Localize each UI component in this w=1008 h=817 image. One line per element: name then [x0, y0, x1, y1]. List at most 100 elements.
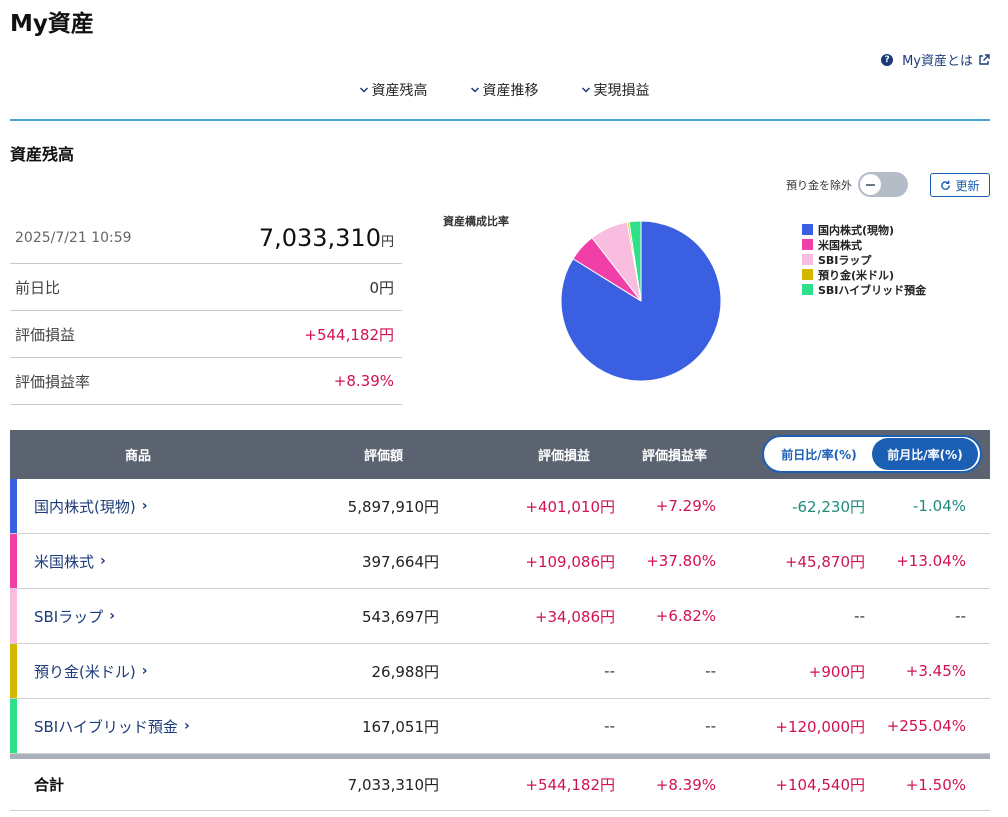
nav-item-label: 実現損益	[593, 83, 650, 99]
cell-pl: --	[604, 662, 615, 680]
product-name: 国内株式(現物)	[34, 497, 136, 516]
col-header-pl-rate: 評価損益率	[642, 449, 708, 464]
legend-label: 預り金(米ドル)	[818, 268, 895, 282]
summary-total: 7,033,310円	[259, 224, 394, 252]
summary-row-value: +8.39%	[333, 372, 394, 390]
total-pl-rate: +8.39%	[655, 775, 716, 794]
summary-row-label: 評価損益率	[15, 372, 91, 391]
legend-label: 米国株式	[818, 238, 862, 252]
total-separator	[10, 754, 990, 759]
cell-change: +900円	[808, 662, 865, 681]
cell-change-rate: --	[955, 607, 966, 625]
nav-item-balance[interactable]: 資産残高	[359, 80, 428, 100]
summary-panel: 2025/7/21 10:59 7,033,310円 前日比 0円 評価損益 +…	[10, 212, 402, 405]
legend-swatch	[802, 224, 813, 235]
table-header: 商品 評価額 評価損益 評価損益率 前日比/率(%) 前月比/率(%)	[10, 430, 990, 479]
summary-row-label: 評価損益	[15, 325, 76, 344]
cell-value: 397,664円	[361, 552, 439, 571]
period-option-day[interactable]: 前日比/率(%)	[766, 438, 872, 470]
cell-change: -62,230円	[792, 497, 865, 516]
chart-title: 資産構成比率	[443, 215, 509, 228]
cell-pl: +109,086円	[525, 552, 615, 571]
total-label: 合計	[34, 776, 65, 794]
cell-pl-rate: +7.29%	[655, 497, 716, 515]
help-link[interactable]: ? My資産とは	[881, 50, 990, 69]
product-link[interactable]: 国内株式(現物) ›	[34, 496, 148, 517]
cell-value: 543,697円	[361, 607, 439, 626]
legend-swatch	[802, 254, 813, 265]
cell-change: +45,870円	[784, 552, 865, 571]
table-row: 国内株式(現物) › 5,897,910円 +401,010円 +7.29% -62,23…	[10, 479, 990, 534]
table-row: 米国株式 › 397,664円 +109,086円 +37.80% +45,870円 +13…	[10, 534, 990, 589]
section-nav: 資産残高 資産推移 実現損益	[0, 80, 1008, 100]
period-option-month[interactable]: 前月比/率(%)	[872, 438, 978, 470]
table-body: 国内株式(現物) › 5,897,910円 +401,010円 +7.29% -62,23…	[10, 479, 990, 754]
table-row: 預り金(米ドル) › 26,988円 -- -- +900円 +3.45%	[10, 644, 990, 699]
asset-table: 商品 評価額 評価損益 評価損益率 前日比/率(%) 前月比/率(%) 国内株式…	[10, 430, 990, 811]
nav-divider	[10, 119, 990, 121]
cell-value: 167,051円	[361, 717, 439, 736]
nav-item-label: 資産残高	[371, 83, 428, 99]
category-color-bar	[10, 479, 17, 533]
product-name: 米国株式	[34, 552, 95, 571]
legend-label: SBIハイブリッド預金	[818, 283, 927, 297]
nav-item-label: 資産推移	[482, 83, 539, 99]
nav-item-realized[interactable]: 実現損益	[581, 80, 650, 100]
table-total-row: 合計 7,033,310円 +544,182円 +8.39% +104,540円…	[10, 759, 990, 811]
page-title: My資産	[10, 11, 94, 37]
col-header-pl: 評価損益	[538, 449, 591, 464]
table-row: SBIハイブリッド預金 › 167,051円 -- -- +120,000円 +255.04…	[10, 699, 990, 754]
legend-item: SBIハイブリッド預金	[802, 282, 926, 297]
legend-item: 国内株式(現物)	[802, 222, 926, 237]
category-color-bar	[10, 644, 17, 698]
refresh-button[interactable]: 更新	[930, 173, 990, 197]
product-link[interactable]: SBIラップ ›	[34, 606, 115, 627]
toggle-label: 預り金を除外	[786, 178, 852, 192]
cell-pl-rate: --	[705, 717, 716, 735]
chevron-down-icon	[470, 87, 479, 93]
legend-item: 米国株式	[802, 237, 926, 252]
legend-swatch	[802, 269, 813, 280]
product-link[interactable]: SBIハイブリッド預金 ›	[34, 716, 190, 737]
legend-swatch	[802, 239, 813, 250]
cell-pl: --	[604, 717, 615, 735]
total-change-rate: +1.50%	[905, 775, 966, 794]
product-name: SBIラップ	[34, 607, 104, 626]
legend-item: SBIラップ	[802, 252, 926, 267]
period-toggle: 前日比/率(%) 前月比/率(%)	[762, 435, 982, 473]
legend-label: 国内株式(現物)	[818, 223, 895, 237]
chevron-right-icon: ›	[141, 663, 148, 679]
cell-value: 26,988円	[371, 662, 440, 681]
section-title: 資産残高	[10, 145, 75, 164]
summary-total-value: 7,033,310	[258, 223, 381, 252]
summary-total-unit: 円	[380, 234, 394, 250]
cell-pl: +401,010円	[525, 497, 615, 516]
col-header-value: 評価額	[364, 449, 404, 464]
pie-slice	[628, 220, 642, 302]
cell-change: --	[854, 607, 865, 625]
asset-composition-pie-chart	[560, 220, 722, 382]
cell-pl-rate: +6.82%	[655, 607, 716, 625]
product-link[interactable]: 預り金(米ドル) ›	[34, 661, 148, 682]
nav-item-history[interactable]: 資産推移	[470, 80, 539, 100]
cell-change: +120,000円	[775, 717, 865, 736]
summary-row-value: 0円	[369, 278, 394, 297]
chevron-right-icon: ›	[141, 498, 148, 514]
category-color-bar	[10, 534, 17, 588]
product-name: SBIハイブリッド預金	[34, 717, 178, 736]
cell-pl: +34,086円	[534, 607, 615, 626]
exclude-deposit-toggle[interactable]	[858, 172, 908, 197]
legend-label: SBIラップ	[818, 253, 872, 267]
col-header-product: 商品	[125, 449, 152, 464]
cell-change-rate: +3.45%	[905, 662, 966, 680]
chart-legend: 国内株式(現物) 米国株式 SBIラップ 預り金(米ドル) SBIハイブリッド預金	[802, 222, 926, 297]
question-icon: ?	[881, 53, 894, 66]
product-link[interactable]: 米国株式 ›	[34, 551, 106, 572]
chevron-right-icon: ›	[100, 553, 106, 569]
help-link-label: My資産とは	[902, 54, 973, 69]
cell-pl-rate: --	[705, 662, 716, 680]
chevron-right-icon: ›	[183, 718, 190, 734]
summary-row-day-change: 前日比 0円	[10, 264, 402, 311]
total-change: +104,540円	[775, 776, 865, 794]
chevron-down-icon	[359, 87, 368, 93]
